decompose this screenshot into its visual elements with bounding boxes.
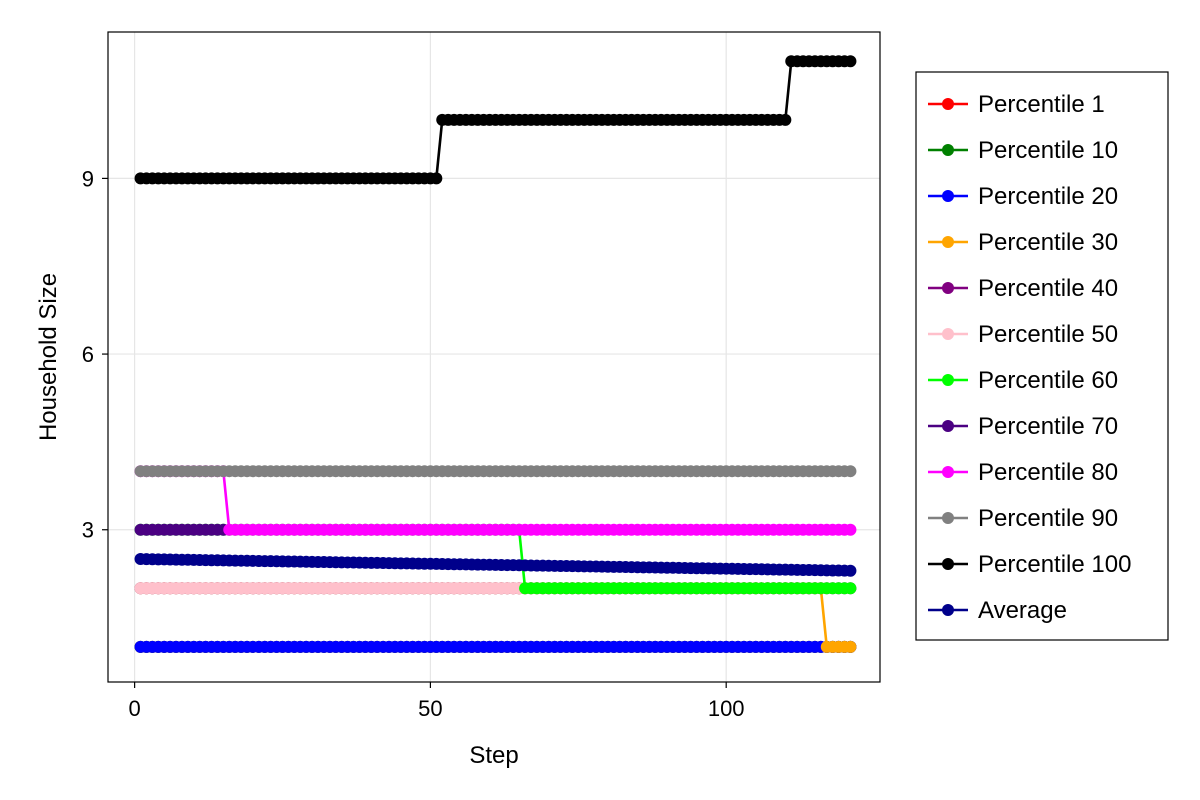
y-axis-label: Household Size xyxy=(35,273,62,441)
legend-swatch-marker xyxy=(942,466,954,478)
legend-swatch-marker xyxy=(942,512,954,524)
data-point xyxy=(844,55,857,68)
legend-item: Percentile 20 xyxy=(928,183,1118,210)
series-percentile-50 xyxy=(134,582,526,595)
legend-swatch-marker xyxy=(942,236,954,248)
plot-frame xyxy=(107,31,881,683)
legend-swatch-marker xyxy=(942,558,954,570)
data-point xyxy=(844,523,857,536)
legend-item: Percentile 90 xyxy=(928,505,1118,532)
legend-item: Percentile 40 xyxy=(928,275,1118,302)
series-percentile-90 xyxy=(134,465,857,478)
legend-swatch-marker xyxy=(942,190,954,202)
series-average xyxy=(134,553,857,577)
legend-swatch-marker xyxy=(942,98,954,110)
legend-item: Percentile 70 xyxy=(928,413,1118,440)
data-point xyxy=(430,172,443,185)
legend-item: Percentile 10 xyxy=(928,137,1118,164)
series-percentile-70 xyxy=(134,523,230,536)
plot-series xyxy=(134,55,857,653)
legend-label: Percentile 20 xyxy=(978,183,1118,210)
series-percentile-20 xyxy=(134,640,857,653)
legend: Percentile 1 Percentile 10 Percentile 20 Pe… xyxy=(915,71,1169,641)
legend-item: Percentile 50 xyxy=(928,321,1118,348)
legend-label: Percentile 80 xyxy=(978,459,1118,486)
axis-ticks: 0 50 100 3 6 9 xyxy=(82,166,745,721)
x-tick-label: 50 xyxy=(418,696,442,721)
legend-item: Percentile 80 xyxy=(928,459,1118,486)
legend-item: Percentile 100 xyxy=(928,551,1131,578)
data-point xyxy=(779,113,792,126)
legend-label: Percentile 30 xyxy=(978,229,1118,256)
data-point xyxy=(844,465,857,478)
legend-item: Percentile 1 xyxy=(928,91,1105,118)
legend-label: Percentile 40 xyxy=(978,275,1118,302)
data-point xyxy=(844,640,857,653)
legend-swatch-marker xyxy=(942,374,954,386)
legend-label: Percentile 1 xyxy=(978,91,1105,118)
legend-label: Percentile 50 xyxy=(978,321,1118,348)
legend-label: Percentile 100 xyxy=(978,551,1131,578)
y-tick-label: 6 xyxy=(82,342,94,367)
series-percentile-100 xyxy=(134,55,857,185)
x-tick-label: 100 xyxy=(708,696,745,721)
x-tick-label: 0 xyxy=(128,696,140,721)
legend-item: Average xyxy=(928,597,1067,624)
y-tick-label: 3 xyxy=(82,518,94,543)
legend-swatch-marker xyxy=(942,282,954,294)
y-tick-label: 9 xyxy=(82,166,94,191)
legend-item: Percentile 60 xyxy=(928,367,1118,394)
legend-label: Percentile 70 xyxy=(978,413,1118,440)
legend-box xyxy=(915,71,1169,641)
legend-label: Percentile 90 xyxy=(978,505,1118,532)
data-point xyxy=(844,564,857,577)
legend-label: Average xyxy=(978,597,1067,624)
legend-label: Percentile 60 xyxy=(978,367,1118,394)
legend-swatch-marker xyxy=(942,604,954,616)
legend-item: Percentile 30 xyxy=(928,229,1118,256)
x-axis-label: Step xyxy=(469,742,518,769)
legend-swatch-marker xyxy=(942,144,954,156)
legend-label: Percentile 10 xyxy=(978,137,1118,164)
legend-swatch-marker xyxy=(942,420,954,432)
legend-swatch-marker xyxy=(942,328,954,340)
data-point xyxy=(844,582,857,595)
